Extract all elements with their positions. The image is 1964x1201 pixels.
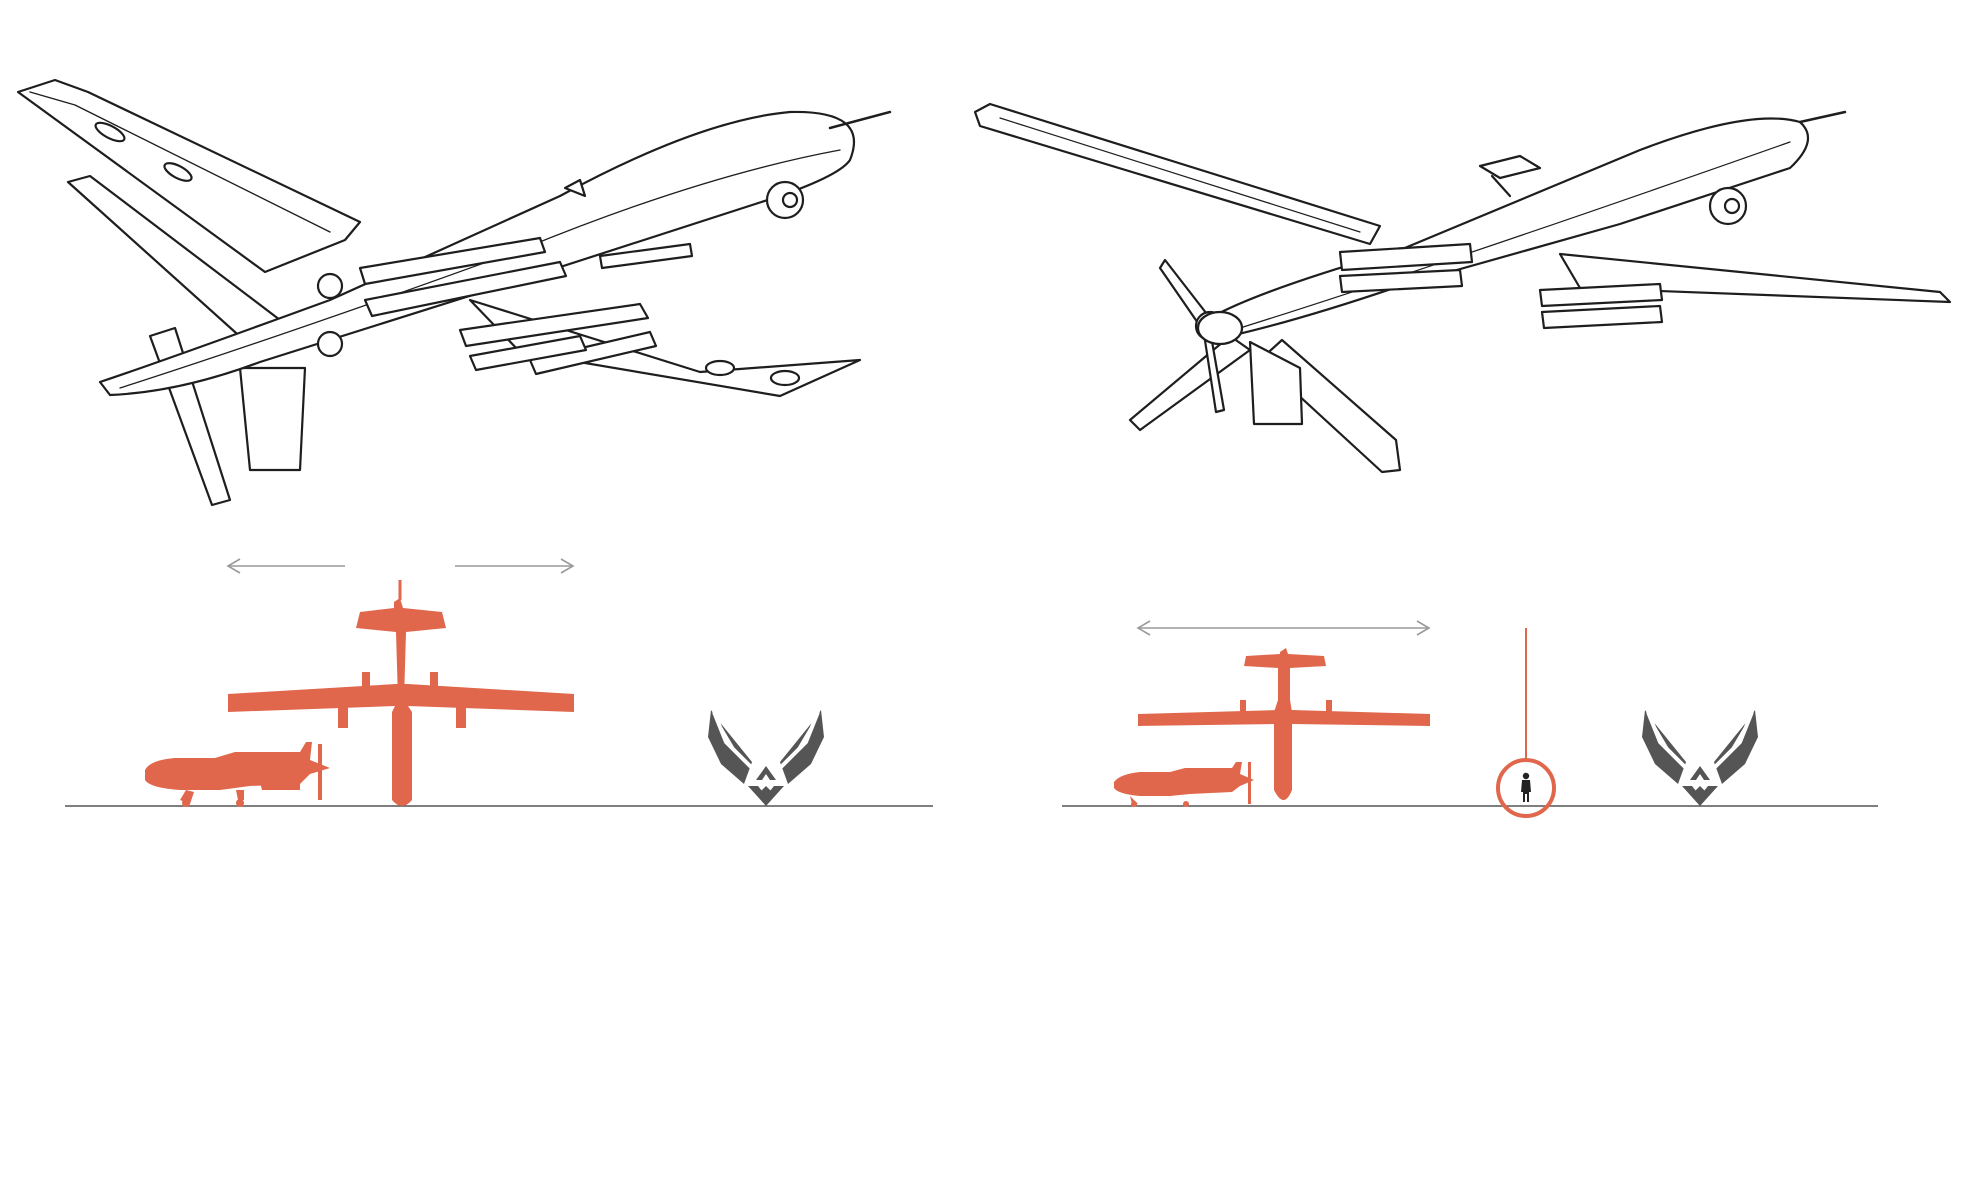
drone-line-drawing-left [16,78,892,507]
air-force-wings-icon [1640,708,1760,808]
large-drone-planform-silhouette [1138,648,1430,800]
air-force-wings-icon [706,708,826,808]
large-drone-planform-silhouette [228,580,574,806]
split-double-arrow [226,558,575,574]
small-drone-silhouette [145,742,330,807]
double-arrow [1136,620,1431,636]
person-in-circle-icon [1496,628,1556,818]
small-drone-silhouette [1114,762,1254,807]
drone-line-drawing-right [973,102,1952,474]
